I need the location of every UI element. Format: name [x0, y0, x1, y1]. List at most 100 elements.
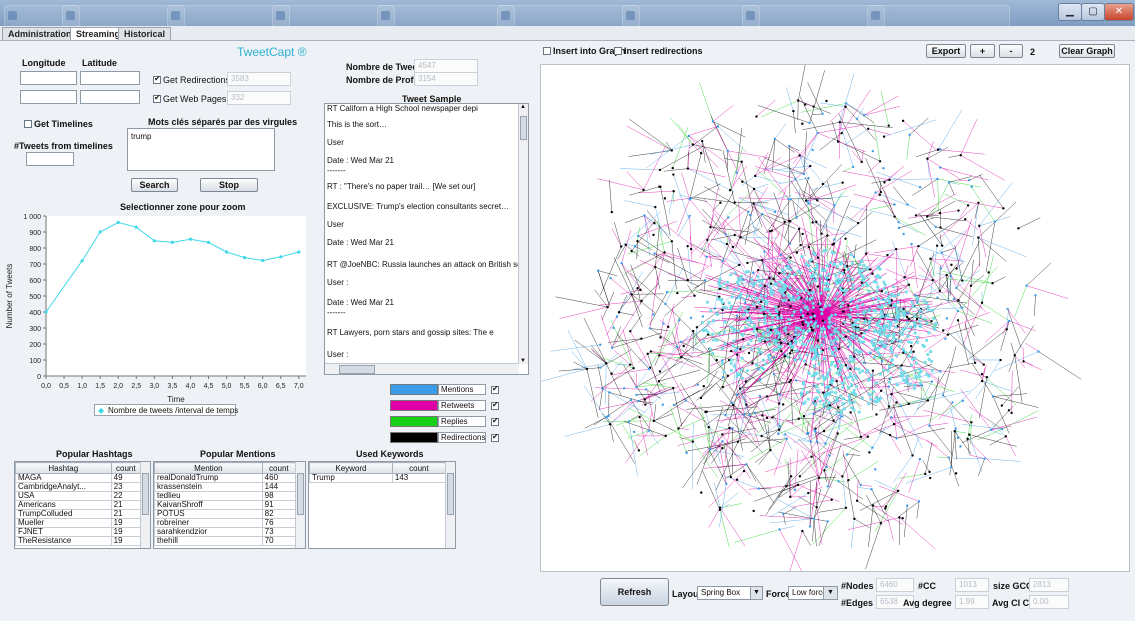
table-cell: realDonaldTrump	[154, 473, 263, 483]
edge-type-checkbox[interactable]	[491, 400, 499, 410]
table-row[interactable]: USA 22	[15, 491, 142, 501]
browser-tab[interactable]	[167, 5, 290, 26]
table-row[interactable]: sarahkendzior 73	[154, 527, 297, 537]
browser-tab[interactable]	[742, 5, 885, 26]
maximize-icon[interactable]: ▢	[1081, 3, 1105, 21]
table-row[interactable]: CambridgeAnalyt... 23	[15, 482, 142, 492]
layout-label: Layout	[672, 589, 702, 599]
table-row[interactable]: realDonaldTrump 460	[154, 473, 297, 483]
search-button[interactable]: Search	[131, 178, 178, 192]
table-row[interactable]: robreiner 76	[154, 518, 297, 528]
y-tick-label: 800	[29, 246, 41, 253]
column-header[interactable]: count	[391, 462, 447, 474]
browser-tab[interactable]	[62, 5, 185, 26]
table-row[interactable]: TrumpColluded 21	[15, 509, 142, 519]
keywords-text: trump	[131, 132, 152, 141]
edges-value: 6538	[876, 595, 914, 609]
table-cell: 21	[110, 500, 142, 510]
table-row[interactable]: thehill 70	[154, 536, 297, 546]
tweet-horizontal-scrollbar[interactable]	[325, 363, 519, 374]
get-web-pages-checkbox[interactable]	[153, 93, 161, 103]
chevron-down-icon[interactable]: ▼	[823, 586, 838, 600]
zoom-out-button[interactable]: -	[999, 44, 1023, 58]
tab-administration[interactable]: Administration	[2, 27, 78, 40]
x-tick-label: 1,5	[95, 383, 105, 390]
browser-tab[interactable]	[622, 5, 760, 26]
column-header[interactable]: count	[261, 462, 297, 474]
column-header[interactable]: count	[110, 462, 142, 474]
table-row[interactable]: TheResistance 19	[15, 536, 142, 546]
stop-button[interactable]: Stop	[200, 178, 258, 192]
data-point	[279, 255, 283, 259]
longitude-label: Longitude	[22, 58, 66, 68]
table-row[interactable]: tedlieu 98	[154, 491, 297, 501]
browser-tab[interactable]	[272, 5, 395, 26]
get-timelines-checkbox[interactable]	[24, 120, 32, 128]
browser-tab[interactable]	[377, 5, 515, 26]
edge-type-checkbox[interactable]	[491, 432, 499, 442]
table-row[interactable]: Mueller 19	[15, 518, 142, 528]
table-row[interactable]: krassenstein 144	[154, 482, 297, 492]
latitude-field-2[interactable]	[80, 90, 140, 104]
used-keywords-title: Used Keywords	[356, 449, 424, 459]
get-web-pages-label: Get Web Pages	[163, 94, 227, 104]
insert-into-graph-checkbox[interactable]	[543, 47, 551, 55]
tweet-line: This is the sort…	[327, 120, 388, 129]
tweets-count-value: 4547	[414, 59, 478, 73]
hashtags-table[interactable]: Hashtag count MAGA 49 CambridgeAnalyt... 23 US…	[14, 461, 151, 549]
edge-type-label: Mentions	[438, 384, 486, 395]
data-point	[243, 256, 247, 260]
column-header[interactable]: Keyword	[309, 462, 393, 474]
hscroll-thumb[interactable]	[339, 365, 375, 374]
table-row[interactable]: Americans 21	[15, 500, 142, 510]
browser-tab[interactable]	[4, 5, 80, 26]
data-point	[44, 310, 48, 314]
scrollbar-thumb[interactable]	[520, 116, 527, 140]
minimize-icon[interactable]: ▁	[1058, 3, 1082, 21]
tweet-sample-list[interactable]: RT Californ a High School newspaper depi…	[324, 103, 529, 375]
keywords-table[interactable]: Keyword count Trump 143	[308, 461, 456, 549]
tweet-vertical-scrollbar[interactable]: ▲ ▼	[518, 104, 528, 364]
table-row[interactable]: KaivanShroff 91	[154, 500, 297, 510]
clear-graph-button[interactable]: Clear Graph	[1059, 44, 1115, 58]
table-row[interactable]: MAGA 49	[15, 473, 142, 483]
table-row[interactable]: Trump 143	[309, 473, 447, 483]
layout-select[interactable]: Spring Box ▼	[697, 586, 763, 600]
tweets-over-time-chart[interactable]: 0 100 200 300 400 500 600 700 800 900 1 000 0,0 0,5 1…	[0, 208, 318, 406]
longitude-field-1[interactable]	[20, 71, 77, 85]
scroll-up-icon[interactable]: ▲	[520, 104, 526, 110]
get-redirections-checkbox[interactable]	[153, 74, 161, 84]
chevron-down-icon[interactable]: ▼	[750, 587, 762, 599]
data-point	[170, 240, 174, 244]
force-label: Force	[766, 589, 791, 599]
network-graph-canvas[interactable]	[539, 47, 1130, 577]
x-tick-label: 1,0	[77, 383, 87, 390]
insert-redirections-checkbox[interactable]	[614, 47, 622, 55]
browser-tab[interactable]	[867, 5, 1010, 26]
edge-type-checkbox[interactable]	[491, 416, 499, 426]
scroll-down-icon[interactable]: ▼	[520, 358, 526, 364]
refresh-button[interactable]: Refresh	[600, 578, 669, 606]
column-header[interactable]: Hashtag	[15, 462, 112, 474]
table-row[interactable]: FJNET 19	[15, 527, 142, 537]
tweet-line: User :	[327, 350, 349, 359]
latitude-field-1[interactable]	[80, 71, 140, 85]
zoom-in-button[interactable]: +	[970, 44, 995, 58]
longitude-field-2[interactable]	[20, 90, 77, 104]
tweets-from-timelines-field[interactable]	[26, 152, 74, 166]
close-icon[interactable]: ✕	[1104, 3, 1134, 21]
column-header[interactable]: Mention	[154, 462, 263, 474]
cc-value: 1013	[955, 578, 989, 592]
export-button[interactable]: Export	[926, 44, 966, 58]
table-row[interactable]: POTUS 82	[154, 509, 297, 519]
tab-favicon-icon	[626, 11, 635, 20]
tab-historical[interactable]: Historical	[118, 27, 172, 40]
y-tick-label: 900	[29, 230, 41, 237]
legend-series-label: Nombre de tweets /interval de temps	[108, 406, 239, 415]
keywords-textarea[interactable]: trump	[127, 128, 275, 171]
browser-tab[interactable]	[497, 5, 640, 26]
mentions-table[interactable]: Mention count realDonaldTrump 460 krassenste…	[153, 461, 306, 549]
edge-type-checkbox[interactable]	[491, 384, 499, 394]
profiles-count-label: Nombre de Profiles	[346, 75, 429, 85]
table-cell: 76	[261, 518, 297, 528]
